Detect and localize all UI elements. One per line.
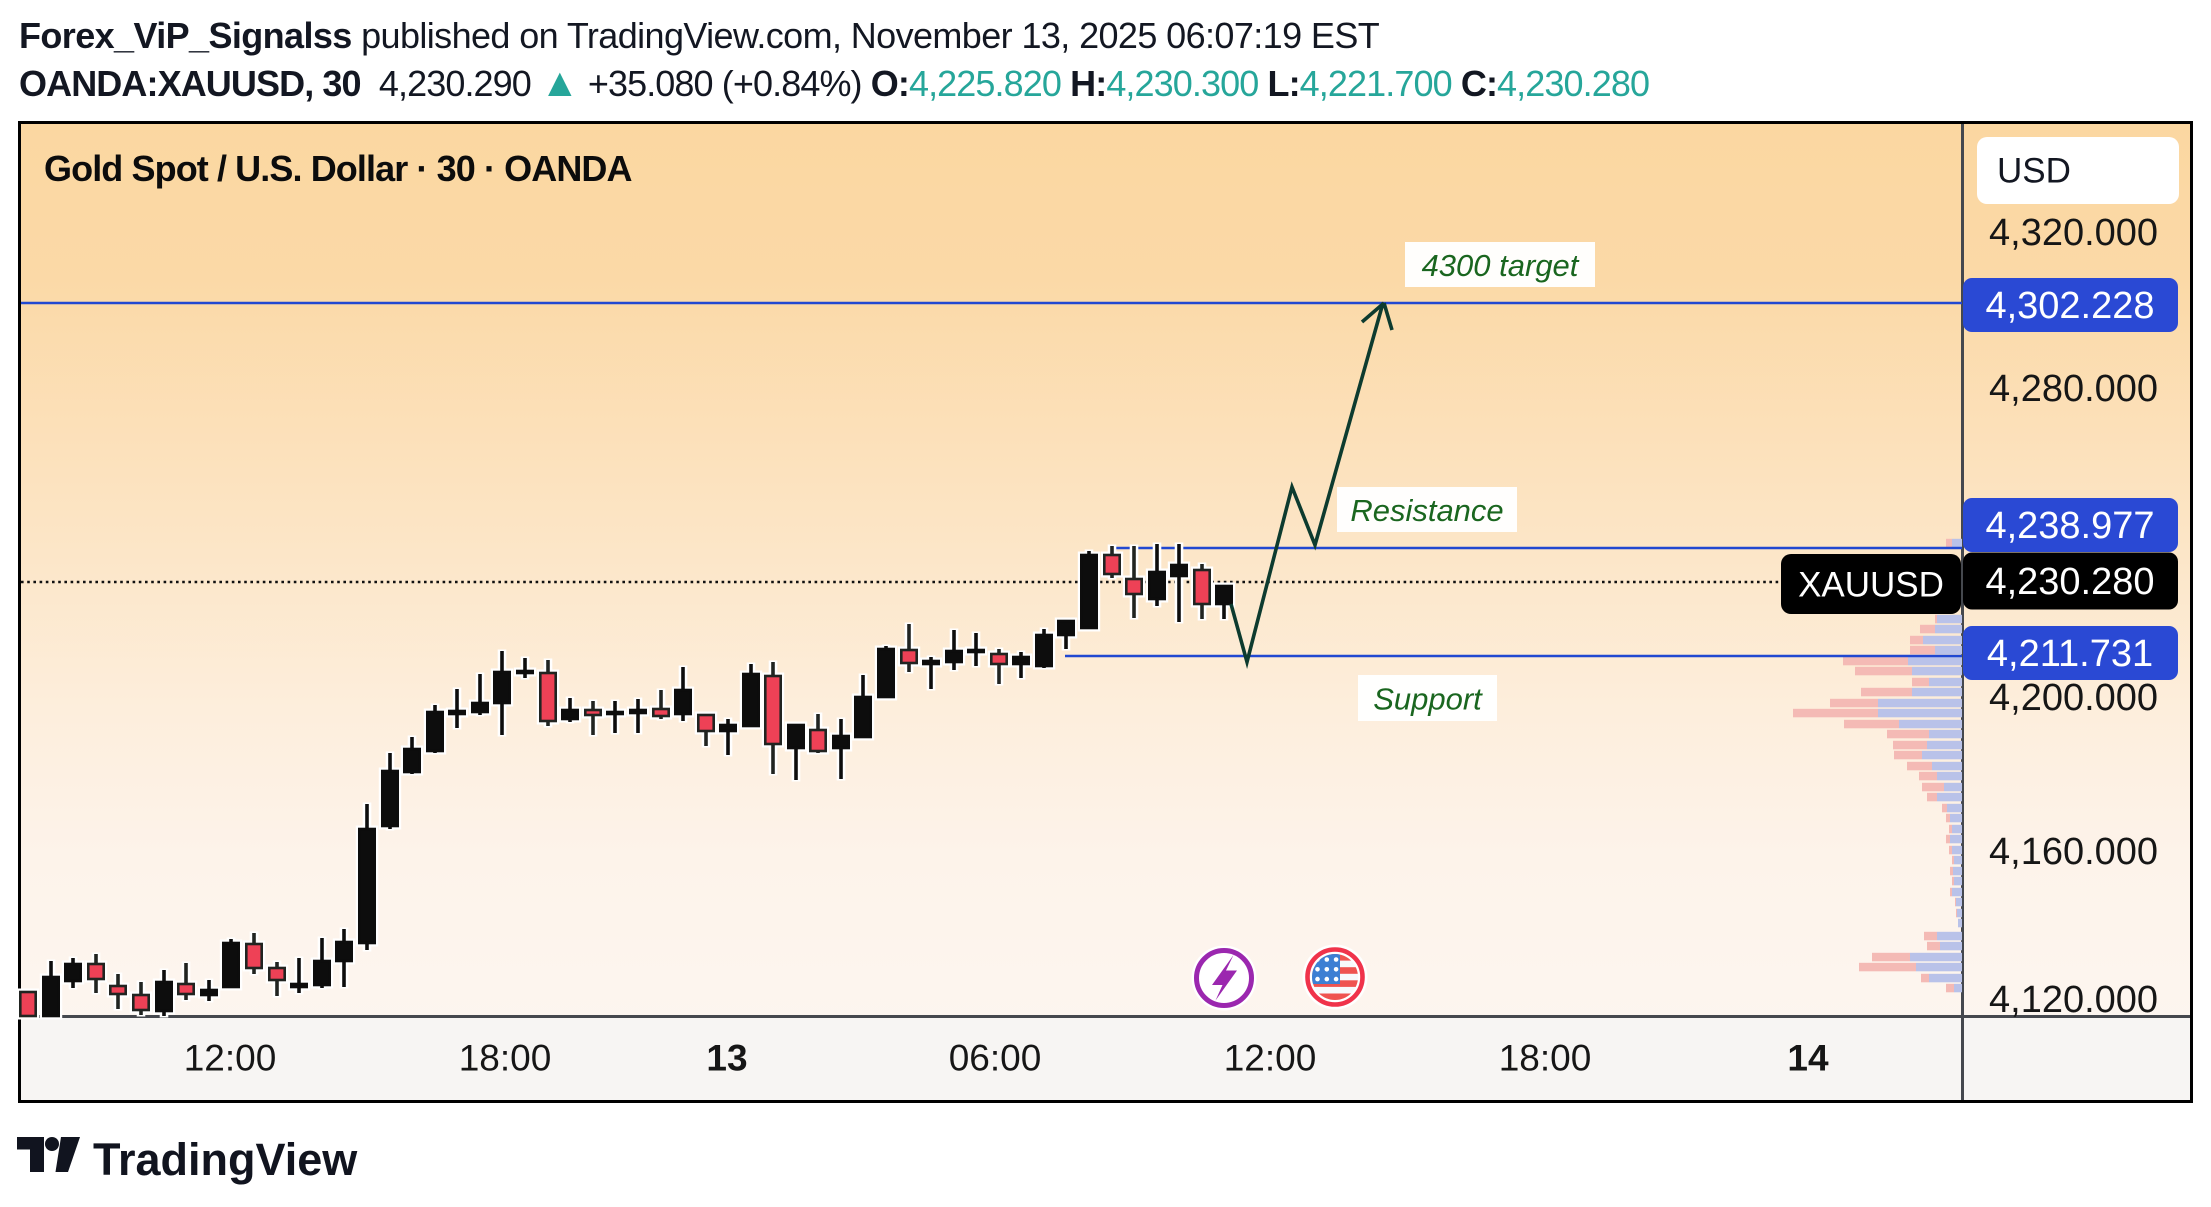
svg-text:18:00: 18:00 — [459, 1038, 552, 1079]
svg-text:4300 target: 4300 target — [1422, 248, 1580, 283]
svg-text:4,302.228: 4,302.228 — [1985, 285, 2154, 327]
svg-text:4,280.000: 4,280.000 — [1989, 368, 2158, 410]
svg-text:Support: Support — [1373, 682, 1483, 717]
svg-text:Resistance: Resistance — [1350, 493, 1503, 528]
svg-text:4,238.977: 4,238.977 — [1985, 505, 2154, 547]
svg-text:12:00: 12:00 — [184, 1038, 277, 1079]
svg-text:4,211.731: 4,211.731 — [1987, 633, 2153, 675]
svg-text:4,320.000: 4,320.000 — [1989, 212, 2158, 254]
svg-text:18:00: 18:00 — [1499, 1038, 1592, 1079]
svg-text:4,230.280: 4,230.280 — [1985, 561, 2154, 603]
svg-text:06:00: 06:00 — [949, 1038, 1042, 1079]
svg-text:4,120.000: 4,120.000 — [1989, 979, 2158, 1021]
svg-text:13: 13 — [706, 1038, 747, 1079]
svg-text:USD: USD — [1997, 152, 2071, 191]
svg-text:XAUUSD: XAUUSD — [1798, 566, 1944, 605]
svg-text:4,200.000: 4,200.000 — [1989, 677, 2158, 719]
svg-text:12:00: 12:00 — [1224, 1038, 1317, 1079]
svg-text:14: 14 — [1787, 1038, 1829, 1079]
svg-text:4,160.000: 4,160.000 — [1989, 831, 2158, 873]
